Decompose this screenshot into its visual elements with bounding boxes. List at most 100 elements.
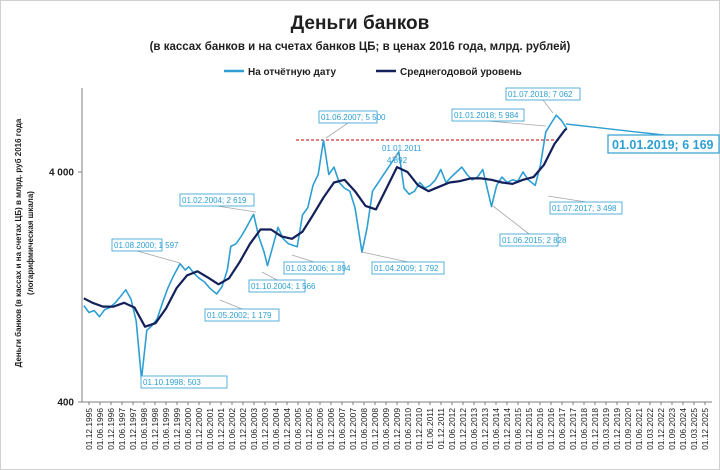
annotation-label: 01.06.2007; 5 500	[321, 113, 386, 122]
annotation-box	[607, 134, 720, 154]
x-tick-label: 01.06.2006	[315, 408, 325, 450]
annotation-box	[179, 193, 255, 207]
annotation-box	[505, 87, 581, 101]
annotation-label: 01.01.2019; 6 169	[612, 138, 714, 152]
x-tick-label: 01.12.2003	[260, 408, 270, 450]
x-tick-label: 01.06.2003	[249, 408, 259, 450]
x-tick-label: 01.12.1997	[128, 408, 138, 450]
annotation-label: 01.02.2004; 2 619	[182, 196, 247, 205]
annotation-box	[318, 110, 378, 124]
x-tick-label: 01.06.2007	[337, 408, 347, 450]
annotation-leader	[261, 271, 278, 281]
annotation-box	[371, 261, 445, 275]
annotation-leader	[216, 205, 257, 213]
annotation: 01.10.1998; 503	[140, 375, 228, 389]
x-tick-label: 01.09.2023	[667, 408, 677, 450]
x-tick-label: 01.12.2016	[546, 408, 556, 450]
x-tick-label: 01.12.2005	[304, 408, 314, 450]
chart-subtitle: (в кассах банков и на счетах банков ЦБ; …	[150, 41, 571, 53]
x-tick-label: 01.12.2019	[612, 408, 622, 450]
x-tick-label: 01.12.2000	[194, 408, 204, 450]
x-tick-label: 01.12.2025	[700, 408, 710, 450]
x-tick-label: 01.06.2000	[183, 408, 193, 450]
x-tick-label: 01.06.2013	[469, 408, 479, 450]
annotation: 01.06.2015; 2 828	[492, 205, 567, 247]
legend-label-average: Среднегодовой уровень	[400, 67, 522, 78]
annotation-label: 01.04.2009; 1 792	[374, 264, 439, 273]
x-tick-label: 01.12.2004	[282, 408, 292, 450]
annotation-leader	[547, 195, 587, 203]
y-axis-label-scale: (логарифмическая шкала)	[26, 191, 35, 295]
annotation: 01.06.2007; 5 500	[318, 110, 386, 139]
x-tick-label: 01.12.2007	[348, 408, 358, 450]
annotation-label: 01.01.2018; 5 984	[454, 111, 519, 120]
annotation-label: 01.08.2000; 1 597	[114, 241, 179, 250]
x-tick-label: 01.06.2014	[491, 408, 501, 450]
y-axis-ticks: 4 000 400	[49, 168, 82, 409]
x-axis-ticks: 01.12.1995 01.06.1996 01.12.1996 01.06.1997…	[84, 402, 710, 450]
annotation: 01.02.2004; 2 619	[179, 193, 257, 213]
x-tick-label: 01.12.2017	[568, 408, 578, 450]
annotation-label: 01.07.2018; 7 062	[508, 90, 573, 99]
x-tick-label: 01.12.2001	[216, 408, 226, 450]
x-tick-label: 01.06.2002	[227, 408, 237, 450]
x-tick-label: 01.06.2004	[271, 408, 281, 450]
x-tick-label: 01.06.2012	[447, 408, 457, 450]
x-tick-label: 01.06.2011	[425, 408, 435, 450]
x-tick-label: 01.12.2002	[238, 408, 248, 450]
annotation: 01.04.2009; 1 792	[361, 251, 445, 275]
annotation-box	[499, 233, 559, 247]
x-tick-label: 01.12.2014	[502, 408, 512, 450]
annotation-label: 01.10.1998; 503	[143, 378, 201, 387]
annotation-label: 01.06.2015; 2 828	[502, 236, 567, 245]
x-tick-label: 01.12.2009	[392, 408, 402, 450]
annotation: 01.08.2000; 1 597	[111, 238, 181, 264]
annotation-leader	[487, 120, 547, 127]
y-tick-label: 4 000	[49, 168, 74, 179]
x-tick-label: 01.12.1998	[150, 408, 160, 450]
x-tick-label: 01.06.2018	[579, 408, 589, 450]
x-tick-label: 01.06.1997	[117, 408, 127, 450]
annotation: 01.03.2006; 1 894	[283, 254, 351, 275]
annotation-box	[248, 279, 306, 293]
y-tick-label: 400	[57, 398, 74, 409]
annotation-box	[451, 108, 525, 122]
annotation: 01.07.2017; 3 498	[547, 195, 623, 215]
annotation: 01.10.2004; 1 566	[248, 271, 316, 293]
x-tick-label: 01.12.2015	[524, 408, 534, 450]
annotation-leader	[136, 250, 181, 264]
y-axis-label: Деньги банков (в кассах и на счетах ЦБ) …	[14, 118, 23, 367]
annotation-label: 01.10.2004; 1 566	[251, 282, 316, 291]
annotation-leader	[542, 99, 554, 114]
x-tick-label: 01.06.2015	[513, 408, 523, 450]
annotation: 01.05.2002; 1 179	[204, 299, 280, 322]
annotations-group: 01.08.2000; 1 597 01.10.1998; 503 01.05.20…	[111, 87, 720, 389]
x-tick-label: 01.12.2010	[414, 408, 424, 450]
x-tick-label: 01.06.1999	[161, 408, 171, 450]
x-tick-label: 01.03.2019	[601, 408, 611, 450]
x-tick-label: 01.06.2009	[381, 408, 391, 450]
annotation: 01.01.2011	[382, 144, 422, 159]
annotation-leader	[219, 299, 243, 310]
x-tick-label: 01.03.2022	[645, 408, 655, 450]
annotation: 01.07.2018; 7 062	[505, 87, 581, 114]
annotation-box	[111, 238, 163, 252]
x-tick-label: 01.06.2010	[403, 408, 413, 450]
annotation-leader	[291, 254, 315, 263]
x-tick-label: 01.12.2008	[370, 408, 380, 450]
x-tick-label: 01.03.2025	[689, 408, 699, 450]
x-tick-label: 01.06.2008	[359, 408, 369, 450]
x-tick-label: 01.12.2022	[656, 408, 666, 450]
annotation-label: 01.07.2017; 3 498	[552, 204, 617, 213]
annotation-leader	[492, 205, 530, 235]
x-tick-label: 01.12.1995	[84, 408, 94, 450]
x-tick-label: 01.12.2011	[436, 408, 446, 450]
annotation-box	[140, 375, 228, 389]
annotation: 4 892	[387, 156, 408, 165]
annotation: 01.01.2019; 6 169	[565, 123, 720, 154]
legend: На отчётную дату Среднегодовой уровень	[224, 67, 522, 78]
x-tick-label: 01.12.2012	[458, 408, 468, 450]
annotation-label: 4 892	[387, 156, 408, 165]
chart-title: Деньги банков	[291, 13, 430, 34]
